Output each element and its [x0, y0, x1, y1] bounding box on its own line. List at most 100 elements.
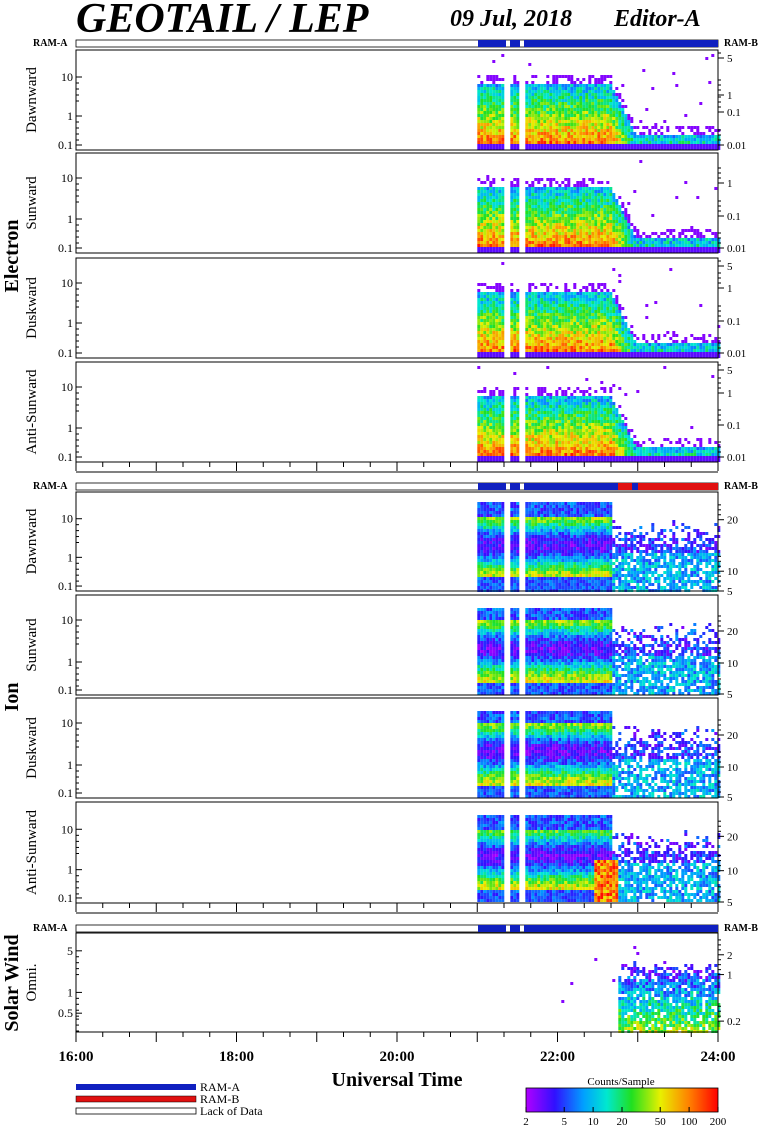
right-tick-label: 10 — [727, 762, 739, 774]
right-tick-label: 20 — [727, 730, 739, 742]
right-tick-label: 0.2 — [727, 1016, 741, 1028]
right-tick-label: 0.01 — [727, 452, 746, 464]
right-tick-label: 2 — [727, 950, 733, 962]
left-tick-label: 0.1 — [58, 138, 73, 152]
right-tick-label: 20 — [727, 626, 739, 638]
colorbar-title: Counts/Sample — [587, 1076, 654, 1088]
panel-label: Duskward — [24, 277, 40, 339]
spectrogram-cells — [477, 54, 721, 150]
spectrogram-panel: Sunward 10 1 0.1 20 10 5 — [24, 594, 739, 701]
left-tick-label: 0.1 — [58, 346, 73, 360]
x-tick-label: 24:00 — [701, 1049, 736, 1065]
right-tick-label: 5 — [727, 689, 733, 701]
panel-label: Sunward — [24, 618, 40, 672]
colorbar: Counts/Sample 2 5 10 20 50 100 200 — [523, 1076, 727, 1128]
right-tick-label: 5 — [727, 53, 733, 65]
mode-label-left: RAM-A — [33, 481, 68, 492]
spectrogram-cells — [477, 608, 721, 695]
left-tick-label: 1 — [67, 421, 73, 435]
left-tick-label: 0.1 — [58, 891, 73, 905]
spectrogram-panel: Duskward 10 1 0.1 5 1 0.1 0.01 — [24, 257, 746, 360]
legend-label-ram-a: RAM-A — [200, 1080, 240, 1094]
panel-label: Anti-Sunward — [24, 810, 40, 895]
x-tick-label: 20:00 — [380, 1049, 415, 1065]
right-tick-label: 0.1 — [727, 316, 741, 328]
figure-title: GEOTAIL / LEP — [76, 0, 369, 42]
left-tick-label: 10 — [61, 380, 73, 394]
group-label-ion: Ion — [1, 683, 23, 712]
spectrogram-panel: Dawnward 10 1 0.1 5 1 0.1 0.01 — [24, 49, 746, 152]
right-tick-label: 1 — [727, 283, 733, 295]
x-tick-label: 16:00 — [59, 1049, 94, 1065]
x-axis: 16:00 18:00 20:00 22:00 24:00 — [59, 1032, 736, 1065]
left-tick-label: 10 — [61, 613, 73, 627]
left-tick-label: 10 — [61, 716, 73, 730]
right-tick-label: 5 — [727, 365, 733, 377]
colorbar-tick-label: 100 — [681, 1116, 698, 1128]
right-tick-label: 1 — [727, 388, 733, 400]
right-tick-label: 10 — [727, 566, 739, 578]
left-tick-label: 0.1 — [58, 579, 73, 593]
right-tick-label: 1 — [727, 90, 733, 102]
mode-label-left: RAM-A — [33, 38, 68, 49]
right-tick-label: 5 — [727, 792, 733, 804]
right-tick-label: 0.1 — [727, 107, 741, 119]
mode-label-right: RAM-B — [724, 923, 758, 934]
left-tick-label: 0.1 — [58, 786, 73, 800]
legend-label-lack-of-data: Lack of Data — [200, 1104, 263, 1118]
group-label-electron: Electron — [1, 220, 23, 293]
left-tick-label: 0.1 — [58, 241, 73, 255]
spectrogram-cells — [477, 711, 721, 798]
right-tick-label: 0.01 — [727, 243, 746, 255]
left-tick-label: 1 — [67, 655, 73, 669]
mode-bar-solar-wind: RAM-A RAM-B — [33, 923, 758, 934]
right-tick-label: 0.01 — [727, 348, 746, 360]
spectrogram-panel: Dawnward 10 1 0.1 20 10 5 — [24, 491, 739, 598]
right-tick-label: 10 — [727, 866, 739, 878]
spectrogram-cells — [561, 946, 721, 1033]
panel-label: Sunward — [24, 176, 40, 230]
x-tick-label: 18:00 — [219, 1049, 254, 1065]
legend-label-ram-b: RAM-B — [200, 1092, 239, 1106]
legend-swatch-ram-a — [76, 1084, 196, 1090]
mode-label-right: RAM-B — [724, 38, 758, 49]
mode-bar-ion: RAM-A RAM-B — [33, 481, 758, 492]
right-tick-label: 0.01 — [727, 140, 746, 152]
colorbar-tick-label: 200 — [710, 1116, 727, 1128]
colorbar-tick-label: 2 — [523, 1116, 529, 1128]
right-tick-label: 20 — [727, 831, 739, 843]
right-tick-label: 5 — [727, 261, 733, 273]
colorbar-tick-label: 20 — [617, 1116, 629, 1128]
mode-bar-electron: RAM-A RAM-B — [33, 38, 758, 49]
panel-label: Dawnward — [24, 67, 40, 133]
spectrogram-cells — [477, 160, 721, 253]
left-tick-label: 1 — [67, 212, 73, 226]
panel-label: Anti-Sunward — [24, 369, 40, 454]
right-tick-label: 5 — [727, 897, 733, 909]
left-tick-label: 0.5 — [58, 1006, 73, 1020]
spectrogram-panel: Sunward 10 1 0.1 1 0.1 0.01 — [24, 152, 746, 255]
legend-swatch-lack-of-data — [75, 1107, 197, 1115]
right-tick-label: 5 — [727, 586, 733, 598]
mode-label-right: RAM-B — [724, 481, 758, 492]
panel-label: Duskward — [24, 717, 40, 779]
spectrogram-cells — [477, 262, 721, 358]
mode-legend: RAM-A RAM-B Lack of Data — [75, 1080, 263, 1118]
colorbar-tick-label: 50 — [655, 1116, 667, 1128]
left-tick-label: 10 — [61, 512, 73, 526]
right-tick-label: 0.1 — [727, 420, 741, 432]
x-axis-label: Universal Time — [332, 1069, 463, 1091]
right-tick-label: 0.1 — [727, 211, 741, 223]
spectrogram-panel: Duskward 10 1 0.1 20 10 5 — [24, 697, 739, 804]
left-tick-label: 1 — [67, 550, 73, 564]
left-tick-label: 10 — [61, 70, 73, 84]
left-tick-label: 1 — [67, 109, 73, 123]
left-tick-label: 10 — [61, 276, 73, 290]
right-tick-label: 20 — [727, 515, 739, 527]
spectrogram-cells — [477, 366, 721, 462]
left-tick-label: 1 — [67, 758, 73, 772]
figure-date: 09 Jul, 2018 — [450, 6, 572, 32]
spectrogram-cells — [477, 502, 721, 592]
panel-label: Omni. — [24, 964, 40, 1002]
spectrogram-cells — [477, 815, 721, 902]
